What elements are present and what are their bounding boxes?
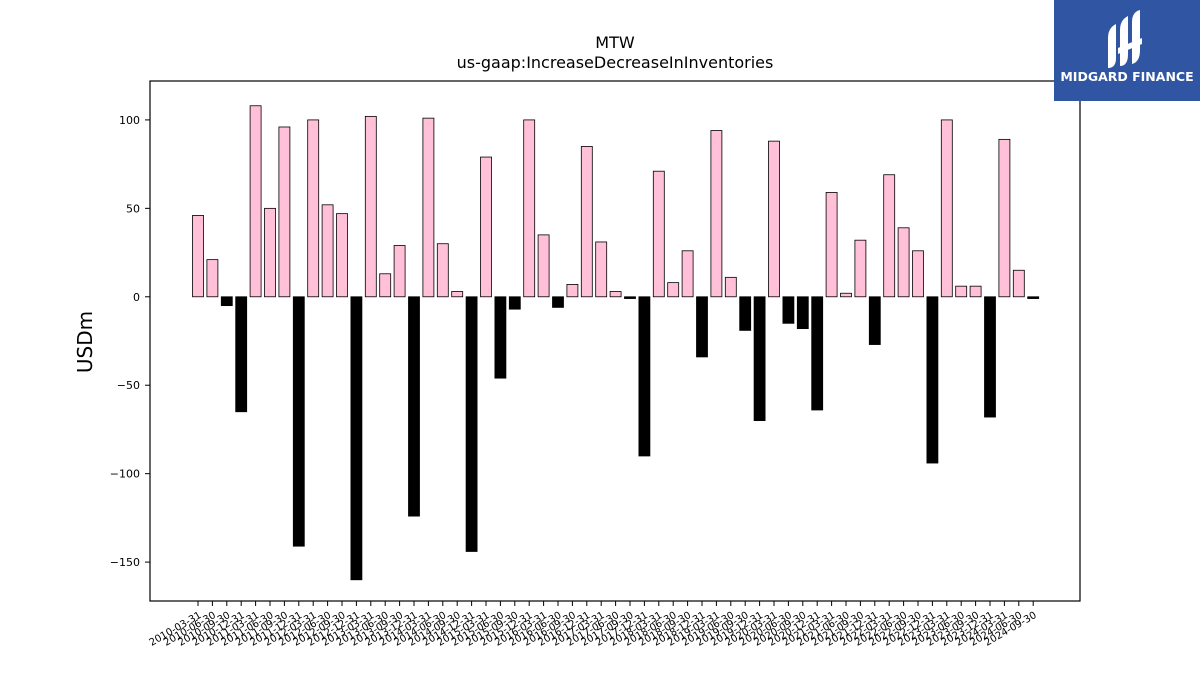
bar-2023-09-30 bbox=[969, 285, 982, 298]
bar-2014-06-30 bbox=[436, 243, 449, 298]
bar-2022-12-31 bbox=[926, 296, 939, 464]
bar-2015-06-30 bbox=[494, 296, 507, 379]
bar-2024-09-30 bbox=[1027, 296, 1040, 299]
bar-2018-12-31 bbox=[696, 296, 708, 358]
bar-2010-03-31 bbox=[192, 215, 204, 298]
bar-2013-09-30 bbox=[393, 245, 406, 298]
bars-group bbox=[192, 105, 1040, 581]
y-axis-label: USDm bbox=[73, 311, 97, 373]
bar-2013-06-30 bbox=[379, 273, 392, 298]
bar-2012-12-31 bbox=[350, 296, 363, 581]
bar-2019-09-30 bbox=[739, 296, 752, 331]
x-axis-ticks: 2010-03-312010-06-302010-09-302010-12-31… bbox=[148, 601, 1039, 649]
bar-2018-09-30 bbox=[681, 250, 694, 298]
chart-subtitle: us-gaap:IncreaseDecreaseInInventories bbox=[457, 53, 774, 72]
bar-2019-03-31 bbox=[710, 130, 723, 298]
bar-2014-09-30 bbox=[451, 291, 464, 298]
bar-2015-03-31 bbox=[480, 156, 492, 298]
y-tick-label: 100 bbox=[119, 114, 140, 127]
bar-2020-09-30 bbox=[796, 296, 809, 330]
bar-2014-12-31 bbox=[465, 296, 478, 552]
bar-2022-09-30 bbox=[912, 250, 924, 298]
bar-2010-09-30 bbox=[220, 296, 233, 307]
bar-2011-06-30 bbox=[264, 207, 276, 298]
bar-2013-03-31 bbox=[364, 115, 377, 298]
bar-2016-06-30 bbox=[552, 296, 564, 308]
bar-2011-03-31 bbox=[249, 105, 262, 298]
bar-2016-12-31 bbox=[580, 146, 593, 298]
bar-2012-06-30 bbox=[321, 204, 334, 298]
bar-2017-12-31 bbox=[638, 296, 651, 457]
bar-2010-06-30 bbox=[206, 259, 219, 298]
bar-2018-06-30 bbox=[667, 282, 680, 298]
bar-2023-06-30 bbox=[955, 285, 968, 298]
bar-2021-12-31 bbox=[868, 296, 881, 345]
bar-2016-03-31 bbox=[537, 234, 550, 298]
bar-2019-12-31 bbox=[753, 296, 766, 421]
bar-2023-03-31 bbox=[940, 119, 953, 298]
bar-2021-03-31 bbox=[825, 192, 838, 298]
bar-2018-03-31 bbox=[652, 170, 665, 298]
brand-logo: MIDGARD FINANCE bbox=[1054, 0, 1200, 101]
bar-2013-12-31 bbox=[408, 296, 420, 517]
y-tick-label: −50 bbox=[117, 379, 140, 392]
y-tick-label: 50 bbox=[126, 202, 140, 215]
bar-2014-03-31 bbox=[422, 117, 435, 298]
bar-2010-12-31 bbox=[235, 296, 248, 413]
y-axis-ticks: 100 50 0 −50 −100 −150 bbox=[110, 114, 150, 569]
bar-2021-06-30 bbox=[840, 292, 852, 298]
bar-2024-03-31 bbox=[998, 138, 1011, 298]
bar-2024-06-30 bbox=[1012, 269, 1025, 298]
bar-2017-06-30 bbox=[609, 291, 622, 298]
bar-2011-09-30 bbox=[278, 126, 291, 298]
bar-2012-09-30 bbox=[336, 213, 348, 298]
bar-2012-03-31 bbox=[307, 119, 320, 298]
bar-2021-09-30 bbox=[854, 239, 867, 298]
bar-2020-12-31 bbox=[811, 296, 824, 411]
chart-title: MTW bbox=[595, 33, 635, 52]
bar-2017-09-30 bbox=[624, 296, 636, 299]
y-tick-label: −150 bbox=[110, 556, 140, 569]
plot-frame bbox=[149, 80, 1081, 602]
midgard-logo-icon bbox=[1108, 10, 1142, 68]
bar-2020-06-30 bbox=[782, 296, 795, 324]
y-tick-label: −100 bbox=[110, 468, 140, 481]
bar-2016-09-30 bbox=[566, 284, 579, 298]
bar-2017-03-31 bbox=[595, 241, 608, 298]
brand-name: MIDGARD FINANCE bbox=[1060, 69, 1194, 84]
bar-2020-03-31 bbox=[768, 140, 780, 298]
bar-2019-06-30 bbox=[724, 276, 737, 298]
bar-2015-09-30 bbox=[508, 296, 521, 310]
bar-2023-12-31 bbox=[984, 296, 996, 418]
bar-2015-12-31 bbox=[523, 119, 536, 298]
bar-2022-03-31 bbox=[883, 174, 896, 298]
bar-2011-12-31 bbox=[292, 296, 305, 547]
y-tick-label: 0 bbox=[133, 291, 140, 304]
bar-2022-06-30 bbox=[897, 227, 910, 298]
